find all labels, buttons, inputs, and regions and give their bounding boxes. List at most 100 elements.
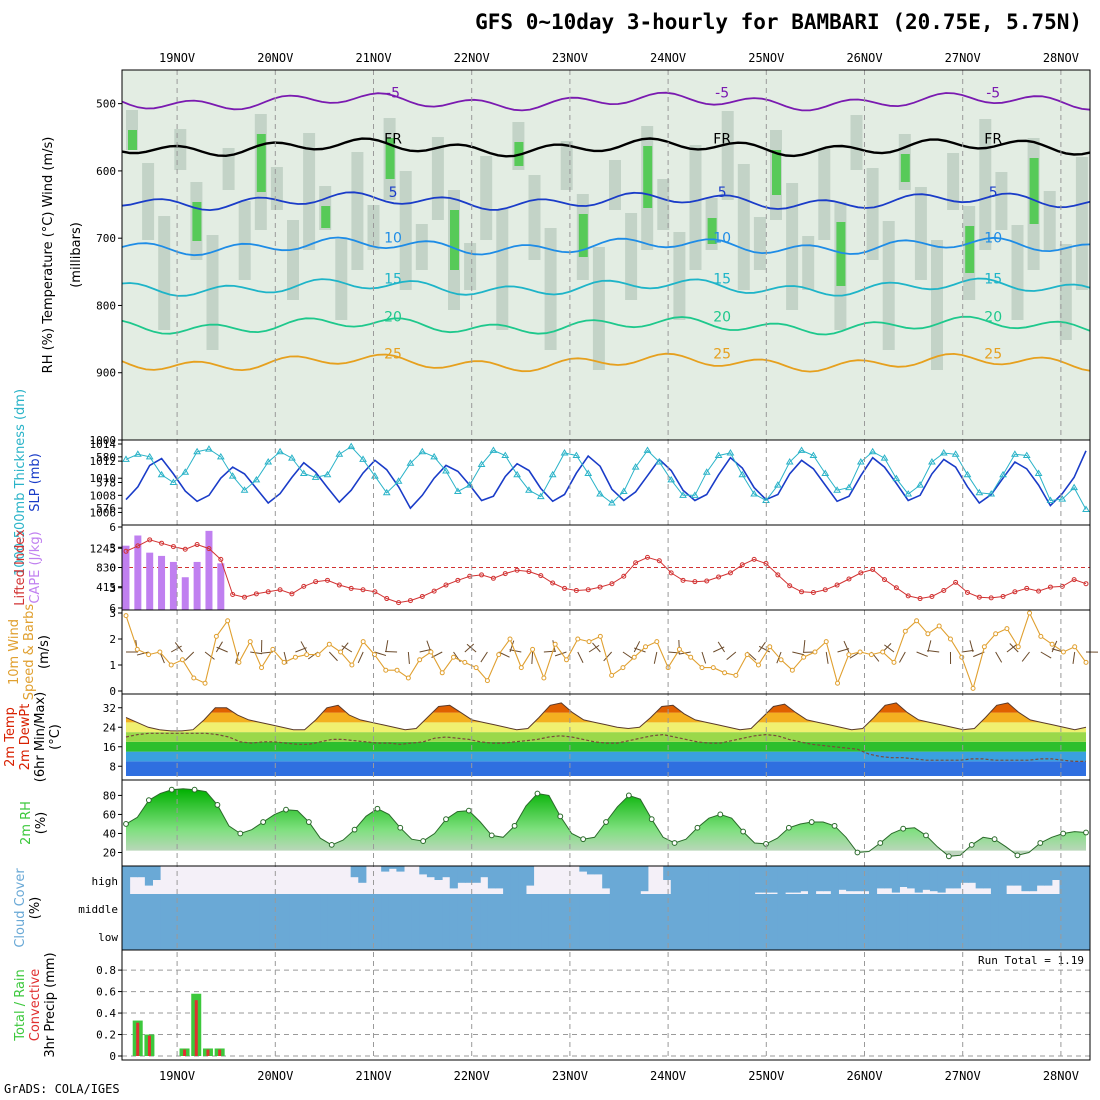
wind-point — [202, 680, 208, 686]
isotherm-label: 10 — [984, 230, 1002, 246]
rh-band — [753, 217, 766, 270]
wind-point — [1038, 633, 1044, 639]
wind-barb — [603, 651, 613, 662]
rh-band — [399, 171, 412, 290]
rh-band — [914, 187, 927, 280]
wind-point — [213, 633, 219, 639]
thickness-point — [157, 470, 166, 478]
dewpoint-line — [125, 732, 1086, 762]
thickness-point — [205, 445, 213, 452]
thickness-point — [845, 483, 853, 491]
cloud-bar — [1006, 866, 1015, 886]
credit-label: GrADS: COLA/IGES — [4, 1082, 120, 1096]
cloud-bar — [1082, 922, 1091, 950]
cloud-bar — [228, 922, 237, 950]
thickness-point — [584, 469, 593, 477]
cloud-bar — [968, 866, 977, 883]
cloud-bar — [221, 894, 230, 922]
li-point — [443, 582, 449, 588]
wind-barb — [622, 651, 634, 660]
cloud-bar — [670, 922, 679, 950]
cloud-bar — [609, 866, 618, 894]
cloud-bar — [823, 922, 832, 950]
cloud-bar — [198, 922, 207, 950]
li-point — [739, 562, 745, 568]
li-point — [846, 576, 852, 582]
rh-moist-band — [385, 138, 395, 179]
cloud-bar — [251, 922, 260, 950]
wind-barb — [701, 651, 707, 664]
rh-point — [123, 821, 129, 827]
wind-point — [835, 680, 841, 686]
cloud-bar — [846, 894, 855, 922]
axis-title-line: Speed & Barbs — [22, 604, 37, 701]
cloud-bar — [868, 894, 878, 922]
wind-point — [1083, 659, 1089, 665]
li-tick-label: 3 — [109, 541, 116, 554]
cloud-bar — [1036, 866, 1045, 886]
date-label-top: 21NOV — [355, 51, 391, 65]
rh-band — [496, 209, 509, 330]
rh-point — [214, 802, 221, 808]
wind-point — [1072, 644, 1078, 650]
wind-barb — [634, 647, 646, 653]
wind-point — [609, 672, 615, 678]
precip-convective-bar — [218, 1049, 222, 1056]
cloud-bar — [464, 894, 474, 922]
date-label-bottom: 28NOV — [1043, 1069, 1079, 1083]
cape-bar — [205, 530, 213, 610]
date-label-top: 22NOV — [454, 51, 490, 65]
li-point — [194, 542, 200, 548]
wind-point — [292, 654, 298, 660]
pressure-tick-label: 700 — [96, 232, 116, 245]
cloud-bar — [434, 866, 443, 880]
wind-point — [338, 649, 344, 655]
wind-point — [1004, 626, 1010, 632]
slp-line — [125, 450, 1087, 510]
li-point — [953, 579, 959, 585]
cloud-bar — [160, 894, 169, 922]
wind-barb — [1009, 643, 1019, 653]
wind-point — [620, 665, 626, 671]
thickness-point — [1058, 495, 1067, 502]
cloud-bar — [952, 866, 961, 889]
axis-title-line: 2m DewPt — [18, 704, 33, 771]
thickness-point — [252, 475, 261, 483]
rh-band — [882, 221, 895, 350]
li-point — [123, 548, 129, 554]
thickness-point — [560, 449, 569, 456]
rh-moist-band — [836, 222, 846, 286]
cloud-bar — [122, 922, 131, 950]
cloud-bar — [762, 866, 771, 893]
axis-title-line: Lifted Index — [13, 529, 28, 606]
thickness-point — [1082, 505, 1090, 512]
cloud-bar — [807, 894, 817, 922]
wind-point — [812, 649, 818, 655]
cloud-bar — [922, 922, 931, 950]
cloud-bar — [518, 866, 527, 894]
li-point — [206, 546, 212, 552]
wind-point — [530, 646, 536, 652]
rh-band — [979, 119, 992, 250]
cloud-bar — [404, 922, 413, 950]
wind-barb — [531, 651, 534, 665]
cloud-bar — [396, 922, 405, 950]
rh-point — [648, 816, 655, 823]
wind-barb — [385, 640, 389, 653]
cloud-bar — [129, 922, 138, 950]
rh-band — [142, 163, 155, 240]
cloud-bar — [739, 866, 748, 894]
date-label-bottom: 22NOV — [454, 1069, 490, 1083]
cloud-bar — [594, 866, 603, 875]
isotherm-line — [121, 91, 1091, 112]
wind-point — [597, 633, 603, 639]
cloud-bar — [160, 922, 169, 950]
cloud-bar — [533, 894, 542, 922]
rh-band — [415, 224, 428, 270]
cloud-bar — [625, 922, 634, 950]
wind-point — [767, 644, 773, 650]
cloud-bar — [480, 922, 489, 950]
cloud-bar — [472, 922, 481, 950]
cloud-bar — [868, 922, 878, 950]
rh-band — [802, 236, 815, 290]
